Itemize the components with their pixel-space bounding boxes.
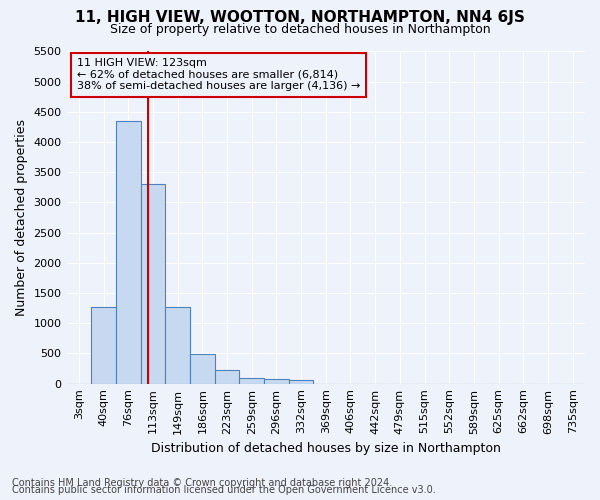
Text: 11, HIGH VIEW, WOOTTON, NORTHAMPTON, NN4 6JS: 11, HIGH VIEW, WOOTTON, NORTHAMPTON, NN4… (75, 10, 525, 25)
Text: Contains public sector information licensed under the Open Government Licence v3: Contains public sector information licen… (12, 485, 436, 495)
Bar (215, 370, 239, 384)
Bar (116, 121, 140, 384)
Bar (289, 380, 313, 384)
Bar (190, 354, 215, 384)
Bar (264, 380, 289, 384)
Y-axis label: Number of detached properties: Number of detached properties (15, 119, 28, 316)
Text: 11 HIGH VIEW: 123sqm
← 62% of detached houses are smaller (6,814)
38% of semi-de: 11 HIGH VIEW: 123sqm ← 62% of detached h… (77, 58, 360, 92)
Bar (165, 307, 190, 384)
Bar (140, 184, 165, 384)
Text: Contains HM Land Registry data © Crown copyright and database right 2024.: Contains HM Land Registry data © Crown c… (12, 478, 392, 488)
Text: Size of property relative to detached houses in Northampton: Size of property relative to detached ho… (110, 22, 490, 36)
Bar (239, 378, 264, 384)
Bar (91, 307, 116, 384)
X-axis label: Distribution of detached houses by size in Northampton: Distribution of detached houses by size … (151, 442, 501, 455)
